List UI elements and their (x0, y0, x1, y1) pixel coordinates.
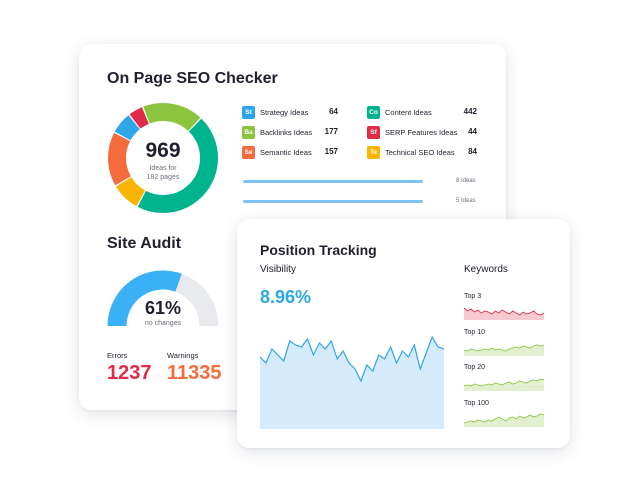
sparkline-line (464, 413, 544, 424)
content-badge-icon: Co (367, 105, 380, 119)
visibility-label: Visibility (260, 264, 296, 275)
donut-caption-line2: 182 pages (146, 174, 180, 181)
errors-value[interactable]: 1237 (107, 362, 152, 384)
idea-semantic[interactable]: Se Semantic Ideas (242, 144, 312, 160)
idea-count: 157 (324, 147, 338, 156)
idea-strategy[interactable]: St Strategy Ideas (242, 104, 308, 120)
ideas-progress-bar (243, 200, 423, 203)
sparkline-area (464, 379, 544, 391)
sparkline-line (464, 378, 544, 387)
idea-count: 442 (463, 107, 477, 116)
visibility-chart (260, 335, 444, 429)
errors-label: Errors (107, 351, 128, 360)
site-audit-title: Site Audit (107, 235, 182, 252)
keyword-sparkline-top10 (464, 344, 544, 356)
idea-serp-features[interactable]: Sf SERP Features Ideas (367, 124, 457, 140)
warnings-value[interactable]: 11335 (167, 362, 222, 384)
idea-count: 44 (468, 127, 477, 136)
idea-label: Technical SEO Ideas (385, 147, 455, 157)
donut-segment-se (108, 103, 218, 213)
keywords-label: Keywords (464, 264, 508, 275)
gauge-fill (107, 270, 182, 327)
ideas-donut-chart (108, 103, 218, 213)
seo-checker-title: On Page SEO Checker (107, 70, 278, 87)
keyword-row-label: Top 3 (464, 293, 482, 300)
idea-backlinks[interactable]: Ba Backlinks Ideas (242, 124, 312, 140)
idea-content[interactable]: Co Content Ideas (367, 104, 432, 120)
idea-label: Semantic Ideas (260, 147, 312, 157)
idea-label: Backlinks Ideas (260, 127, 313, 137)
keyword-row-label: Top 10 (464, 329, 486, 336)
donut-caption: Ideas for 182 pages (107, 164, 219, 182)
sparkline-area (464, 308, 544, 320)
visibility-line (260, 335, 444, 383)
sparkline-line (464, 344, 544, 352)
idea-label: Content Ideas (385, 107, 432, 117)
idea-count: 64 (329, 107, 338, 116)
idea-technical-seo[interactable]: Te Technical SEO Ideas (367, 144, 455, 160)
idea-count: 177 (324, 127, 338, 136)
ideas-progress-note: 5 Ideas (456, 198, 476, 204)
semantic-badge-icon: Se (242, 145, 255, 159)
warnings-label: Warnings (167, 351, 199, 360)
gauge-caption: no changes (144, 320, 182, 327)
idea-count: 84 (468, 147, 477, 156)
strategy-badge-icon: St (242, 105, 255, 119)
keyword-row-label: Top 20 (464, 364, 486, 371)
idea-label: SERP Features Ideas (385, 127, 458, 137)
technical-badge-icon: Te (367, 145, 380, 159)
ideas-progress-fill (243, 200, 423, 203)
position-tracking-card: Position Tracking Visibility 8.96% Keywo… (237, 219, 570, 448)
ideas-progress-fill (243, 180, 423, 183)
keyword-sparkline-top20 (464, 378, 544, 391)
site-audit-gauge (107, 270, 219, 327)
sparkline-line (464, 307, 544, 316)
donut-segment-co (108, 103, 218, 213)
donut-caption-line1: Ideas for (149, 165, 177, 172)
donut-value: 969 (145, 139, 181, 162)
serp-badge-icon: Sf (367, 125, 380, 139)
keyword-sparkline-top3 (464, 307, 544, 320)
backlinks-badge-icon: Ba (242, 125, 255, 139)
position-tracking-title: Position Tracking (260, 242, 377, 258)
idea-label: Strategy Ideas (260, 107, 309, 117)
ideas-progress-note: 8 Ideas (456, 178, 476, 184)
donut-segment-ba (108, 103, 218, 213)
gauge-value: 61% (144, 298, 182, 318)
keyword-row-label: Top 100 (464, 400, 489, 407)
visibility-area (260, 337, 444, 429)
visibility-value: 8.96% (260, 287, 312, 307)
keyword-sparkline-top100 (464, 413, 544, 427)
ideas-progress-bar (243, 180, 423, 183)
